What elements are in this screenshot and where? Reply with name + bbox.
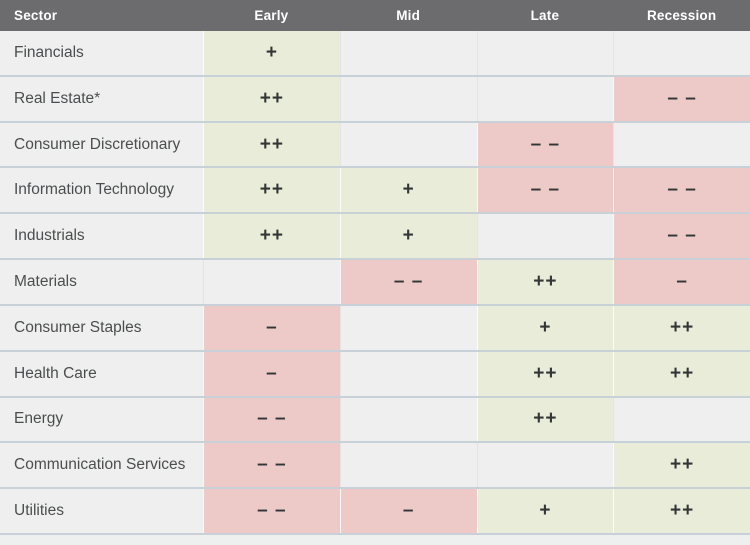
column-header-early: Early (254, 8, 289, 23)
cell-recession: – – (613, 168, 750, 213)
table-row: Consumer Staples – + ++ (0, 303, 750, 350)
cell-early: – – (203, 397, 340, 442)
cell-late: ++ (476, 260, 614, 304)
cell-mid: + (339, 168, 477, 213)
cell-mid: + (339, 214, 477, 259)
cell-late: ++ (476, 351, 614, 396)
cell-late: ++ (476, 397, 614, 442)
cell-mid (339, 305, 477, 350)
cell-early: – – (203, 489, 340, 533)
sector-label: Materials (0, 260, 203, 304)
cell-mid: – – (339, 260, 477, 304)
cell-recession: – – (613, 76, 750, 121)
table-row: Materials – – ++ – (0, 258, 750, 304)
sector-label: Information Technology (0, 168, 203, 213)
cell-mid: – (339, 489, 477, 533)
cell-recession: ++ (613, 351, 750, 396)
table-row: Industrials ++ + – – (0, 212, 750, 259)
cell-recession: – (613, 260, 750, 304)
cell-early: ++ (203, 76, 340, 121)
cell-early (203, 260, 340, 304)
table-row: Health Care – ++ ++ (0, 349, 750, 396)
table-row: Financials + (0, 31, 750, 75)
cell-early: ++ (203, 214, 340, 259)
cell-early: + (203, 31, 340, 75)
table-row: Utilities – – – + ++ (0, 487, 750, 533)
cell-recession: – – (613, 214, 750, 259)
cell-late: – – (476, 122, 614, 167)
cell-recession (613, 122, 750, 167)
cell-early: – (203, 305, 340, 350)
cell-late (476, 443, 614, 488)
cell-mid (339, 351, 477, 396)
cell-early: ++ (203, 168, 340, 213)
cell-late (476, 214, 614, 259)
cell-mid (339, 443, 477, 488)
table-row: Energy – – ++ (0, 395, 750, 442)
table-body: Financials + Real Estate* ++ – – Consumer Dis… (0, 31, 750, 535)
cell-recession: ++ (613, 443, 750, 488)
column-header-recession: Recession (646, 8, 717, 23)
cell-late (476, 31, 614, 75)
sector-label: Health Care (0, 351, 203, 396)
cell-early: – – (203, 443, 340, 488)
table-row: Information Technology ++ + – – – – (0, 166, 750, 213)
table-header-row: Sector Early Mid Late Recession (0, 0, 750, 31)
cell-mid (339, 76, 477, 121)
sector-label: Consumer Discretionary (0, 122, 203, 167)
cell-mid (339, 397, 477, 442)
cell-late (476, 76, 614, 121)
table-row: Communication Services – – ++ (0, 441, 750, 488)
cell-late: + (476, 489, 614, 533)
sector-label: Energy (0, 397, 203, 442)
table-row: Real Estate* ++ – – (0, 74, 750, 121)
cell-recession (613, 397, 750, 442)
cell-early: ++ (203, 122, 340, 167)
sector-label: Communication Services (0, 443, 203, 488)
cell-early: – (203, 351, 340, 396)
column-header-late: Late (530, 8, 560, 23)
sector-label: Industrials (0, 214, 203, 259)
cell-recession (613, 31, 750, 75)
sector-label: Utilities (0, 489, 203, 533)
cell-late: + (476, 305, 614, 350)
sector-label: Financials (0, 31, 203, 75)
sector-label: Consumer Staples (0, 305, 203, 350)
cell-recession: ++ (613, 489, 750, 533)
cell-mid (339, 31, 477, 75)
cell-late: – – (476, 168, 614, 213)
cell-recession: ++ (613, 305, 750, 350)
table-row: Consumer Discretionary ++ – – (0, 120, 750, 167)
cell-mid (339, 122, 477, 167)
sector-label: Real Estate* (0, 76, 203, 121)
column-header-mid: Mid (396, 8, 421, 23)
column-header-sector: Sector (14, 8, 58, 23)
